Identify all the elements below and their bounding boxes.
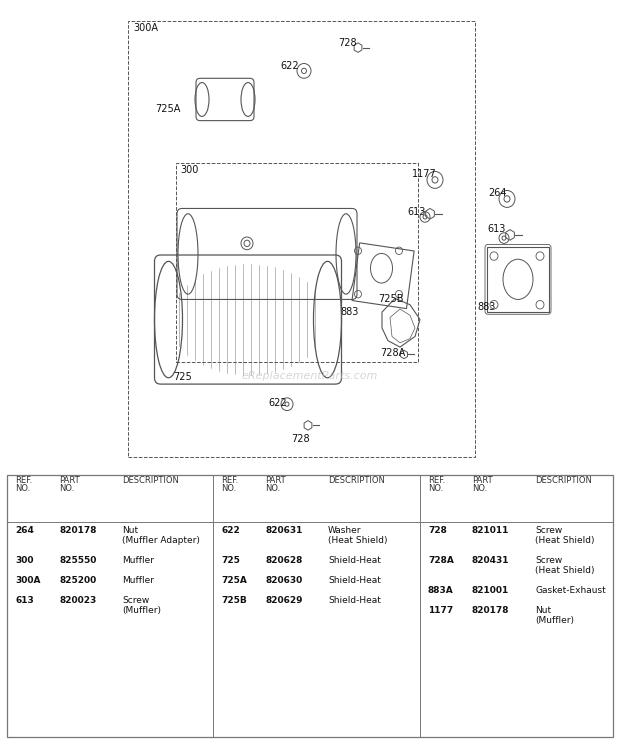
Bar bbox=[352, 243, 414, 309]
Text: 300: 300 bbox=[180, 165, 198, 175]
Text: 820431: 820431 bbox=[472, 556, 510, 565]
Text: Muffler: Muffler bbox=[122, 556, 154, 565]
Text: Washer: Washer bbox=[328, 526, 361, 535]
Text: (Muffler Adapter): (Muffler Adapter) bbox=[122, 536, 200, 545]
Text: 622: 622 bbox=[280, 61, 299, 71]
Text: NO.: NO. bbox=[221, 484, 236, 493]
Text: (Heat Shield): (Heat Shield) bbox=[328, 536, 388, 545]
Bar bbox=[176, 163, 418, 362]
Text: eReplacementParts.com: eReplacementParts.com bbox=[242, 371, 378, 381]
Text: 613: 613 bbox=[15, 596, 33, 605]
Text: 264: 264 bbox=[488, 188, 507, 199]
Text: 725A: 725A bbox=[155, 103, 180, 114]
Bar bbox=[487, 246, 549, 312]
Text: 300A: 300A bbox=[15, 576, 40, 585]
Text: PART: PART bbox=[265, 475, 286, 485]
Text: NO.: NO. bbox=[428, 484, 443, 493]
Text: 883: 883 bbox=[340, 307, 358, 317]
Text: 725: 725 bbox=[173, 373, 192, 382]
Text: 728: 728 bbox=[338, 38, 356, 48]
Text: NO.: NO. bbox=[265, 484, 280, 493]
Text: 820178: 820178 bbox=[472, 606, 510, 615]
Text: (Muffler): (Muffler) bbox=[122, 606, 161, 615]
Text: 728A: 728A bbox=[428, 556, 454, 565]
Text: 825550: 825550 bbox=[59, 556, 96, 565]
Text: Shield-Heat: Shield-Heat bbox=[328, 596, 381, 605]
Text: 883A: 883A bbox=[428, 586, 454, 595]
Text: NO.: NO. bbox=[59, 484, 74, 493]
Text: Screw: Screw bbox=[535, 556, 562, 565]
Text: NO.: NO. bbox=[472, 484, 487, 493]
Text: DESCRIPTION: DESCRIPTION bbox=[535, 475, 592, 485]
Text: 820178: 820178 bbox=[59, 526, 97, 535]
Text: REF.: REF. bbox=[15, 475, 32, 485]
Text: (Heat Shield): (Heat Shield) bbox=[535, 566, 595, 575]
Text: 820629: 820629 bbox=[265, 596, 303, 605]
Text: (Heat Shield): (Heat Shield) bbox=[535, 536, 595, 545]
Text: Gasket-Exhaust: Gasket-Exhaust bbox=[535, 586, 606, 595]
Text: 622: 622 bbox=[268, 398, 286, 408]
Text: 728A: 728A bbox=[380, 348, 405, 358]
Text: 300A: 300A bbox=[133, 23, 158, 33]
Text: 725B: 725B bbox=[378, 294, 404, 304]
Text: Shield-Heat: Shield-Heat bbox=[328, 556, 381, 565]
Text: 725A: 725A bbox=[221, 576, 247, 585]
Text: NO.: NO. bbox=[15, 484, 30, 493]
Text: 1177: 1177 bbox=[428, 606, 453, 615]
Text: REF.: REF. bbox=[221, 475, 238, 485]
Text: 820630: 820630 bbox=[265, 576, 303, 585]
Text: 821011: 821011 bbox=[472, 526, 510, 535]
Text: Shield-Heat: Shield-Heat bbox=[328, 576, 381, 585]
Text: Screw: Screw bbox=[122, 596, 149, 605]
Text: 613: 613 bbox=[487, 225, 505, 234]
Text: 613: 613 bbox=[407, 208, 425, 217]
Text: Muffler: Muffler bbox=[122, 576, 154, 585]
Text: 725B: 725B bbox=[221, 596, 247, 605]
Text: Nut: Nut bbox=[535, 606, 551, 615]
Text: Nut: Nut bbox=[122, 526, 138, 535]
Text: 825200: 825200 bbox=[59, 576, 96, 585]
Text: Screw: Screw bbox=[535, 526, 562, 535]
Text: PART: PART bbox=[59, 475, 79, 485]
Text: 728: 728 bbox=[291, 434, 309, 444]
Bar bbox=[128, 21, 475, 457]
Text: 820631: 820631 bbox=[265, 526, 303, 535]
Text: 728: 728 bbox=[428, 526, 447, 535]
Text: 820023: 820023 bbox=[59, 596, 96, 605]
Text: 264: 264 bbox=[15, 526, 34, 535]
Text: 300: 300 bbox=[15, 556, 33, 565]
Text: 821001: 821001 bbox=[472, 586, 509, 595]
Text: 1177: 1177 bbox=[412, 170, 436, 179]
Text: 820628: 820628 bbox=[265, 556, 303, 565]
Text: REF.: REF. bbox=[428, 475, 445, 485]
Text: 622: 622 bbox=[221, 526, 240, 535]
Text: DESCRIPTION: DESCRIPTION bbox=[122, 475, 179, 485]
Text: PART: PART bbox=[472, 475, 493, 485]
Text: DESCRIPTION: DESCRIPTION bbox=[328, 475, 385, 485]
Text: 883: 883 bbox=[477, 301, 495, 312]
Text: (Muffler): (Muffler) bbox=[535, 616, 574, 625]
Text: 725: 725 bbox=[221, 556, 240, 565]
